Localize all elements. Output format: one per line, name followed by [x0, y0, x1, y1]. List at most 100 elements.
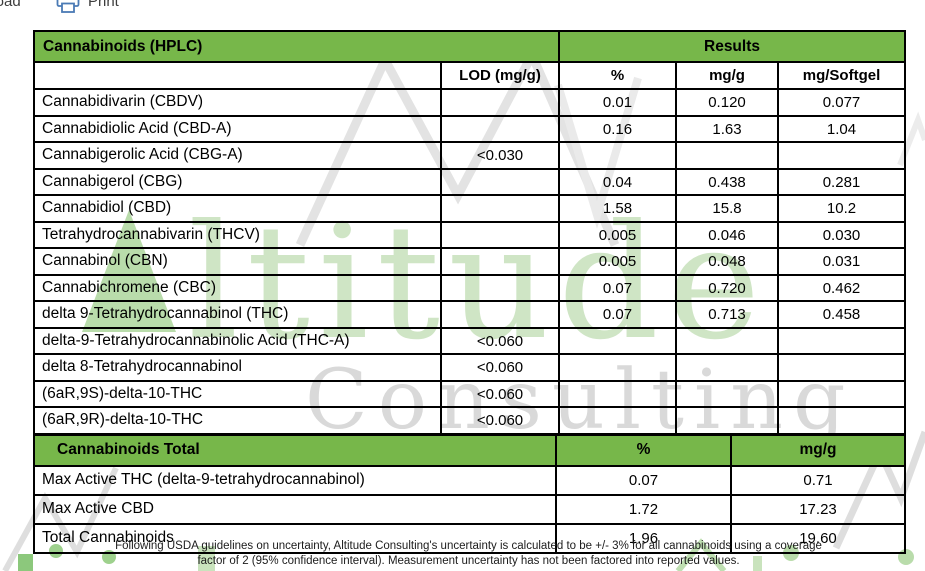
mgsoftgel-value: 0.030	[777, 220, 906, 249]
watermark-fragment	[753, 556, 762, 571]
table-row: Cannabichromene (CBC) 0.07 0.720 0.462	[33, 273, 906, 302]
pct-value: 1.58	[558, 194, 677, 223]
watermark-dot-icon	[898, 549, 914, 565]
cannabinoids-total-table: Cannabinoids Total % mg/g Max Active THC…	[33, 433, 906, 554]
pct-value	[558, 379, 677, 408]
table-row: delta 8-Tetrahydrocannabinol <0.060	[33, 353, 906, 382]
mgsoftgel-value: 0.462	[777, 273, 906, 302]
mgsoftgel-value: 0.031	[777, 247, 906, 276]
mgg-value	[675, 326, 779, 355]
mgg-value: 0.720	[675, 273, 779, 302]
col-header-mgg: mg/g	[675, 61, 779, 90]
mgsoftgel-value: 0.458	[777, 300, 906, 329]
pct-value	[558, 406, 677, 435]
lod-value	[440, 88, 560, 117]
cannabinoids-table-body: Cannabidivarin (CBDV) 0.01 0.120 0.077 C…	[33, 88, 906, 435]
viewer-toolbar: Download Print	[0, 0, 925, 15]
pct-value	[558, 326, 677, 355]
download-button[interactable]: Download	[0, 0, 21, 10]
pct-value: 0.01	[558, 88, 677, 117]
table-row: Cannabigerolic Acid (CBG-A) <0.030	[33, 141, 906, 170]
mgg-value	[675, 406, 779, 435]
mgg-value	[675, 353, 779, 382]
analyte-name: delta 9-Tetrahydrocannabinol (THC)	[33, 300, 442, 329]
total-col-header-mgg: mg/g	[730, 433, 906, 467]
total-name: Max Active THC (delta-9-tetrahydrocannab…	[33, 464, 557, 496]
col-header-analyte	[33, 61, 442, 90]
total-pct-value: 1.72	[555, 493, 732, 525]
analyte-name: delta 8-Tetrahydrocannabinol	[33, 353, 442, 382]
pct-value: 0.16	[558, 114, 677, 143]
mgg-value: 0.438	[675, 167, 779, 196]
pct-value: 0.07	[558, 273, 677, 302]
total-pct-value: 1.96	[555, 522, 732, 554]
lod-value	[440, 247, 560, 276]
table-row: delta 9-Tetrahydrocannabinol (THC) 0.07 …	[33, 300, 906, 329]
watermark-mountain-icon	[897, 111, 925, 167]
mgg-value	[675, 141, 779, 170]
lod-value	[440, 167, 560, 196]
total-mgg-value: 19.60	[730, 522, 906, 554]
col-header-mgsoftgel: mg/Softgel	[777, 61, 906, 90]
footnote-line-1: Following USDA guidelines on uncertainty…	[115, 540, 822, 552]
total-mgg-value: 17.23	[730, 493, 906, 525]
table-row: (6aR,9R)-delta-10-THC <0.060	[33, 406, 906, 435]
mgsoftgel-value	[777, 406, 906, 435]
mgsoftgel-value	[777, 326, 906, 355]
mgsoftgel-value	[777, 379, 906, 408]
analyte-name: Cannabidiolic Acid (CBD-A)	[33, 114, 442, 143]
table-row: Tetrahydrocannabivarin (THCV) 0.005 0.04…	[33, 220, 906, 249]
mgg-value: 0.120	[675, 88, 779, 117]
analyte-name: Cannabinol (CBN)	[33, 247, 442, 276]
column-header-row: LOD (mg/g) % mg/g mg/Softgel	[33, 61, 906, 90]
col-header-pct: %	[558, 61, 677, 90]
analyte-name: Cannabigerolic Acid (CBG-A)	[33, 141, 442, 170]
analyte-name: Cannabidivarin (CBDV)	[33, 88, 442, 117]
printer-icon[interactable]	[56, 0, 80, 14]
results-header: Results	[558, 30, 906, 63]
lod-value	[440, 194, 560, 223]
mgsoftgel-value: 1.04	[777, 114, 906, 143]
pct-value: 0.005	[558, 220, 677, 249]
analyte-name: Cannabigerol (CBG)	[33, 167, 442, 196]
total-col-header-pct: %	[555, 433, 732, 467]
lod-value: <0.030	[440, 141, 560, 170]
mgsoftgel-value: 10.2	[777, 194, 906, 223]
mgsoftgel-value	[777, 141, 906, 170]
analyte-name: (6aR,9R)-delta-10-THC	[33, 406, 442, 435]
table-row: (6aR,9S)-delta-10-THC <0.060	[33, 379, 906, 408]
total-pct-value: 0.07	[555, 464, 732, 496]
table-row: Cannabidivarin (CBDV) 0.01 0.120 0.077	[33, 88, 906, 117]
section1-header-row: Cannabinoids (HPLC) Results	[33, 30, 906, 63]
totals-table-body: Max Active THC (delta-9-tetrahydrocannab…	[33, 464, 906, 554]
lod-value: <0.060	[440, 379, 560, 408]
table-row: Cannabidiol (CBD) 1.58 15.8 10.2	[33, 194, 906, 223]
total-row: Total Cannabinoids 1.96 19.60	[33, 522, 906, 554]
mgg-value: 1.63	[675, 114, 779, 143]
lod-value: <0.060	[440, 353, 560, 382]
lab-report: Cannabinoids (HPLC) Results LOD (mg/g) %…	[33, 30, 906, 554]
pct-value: 0.07	[558, 300, 677, 329]
analyte-name: Cannabichromene (CBC)	[33, 273, 442, 302]
lod-value	[440, 220, 560, 249]
watermark-dot-icon	[102, 550, 116, 564]
table-row: Cannabigerol (CBG) 0.04 0.438 0.281	[33, 167, 906, 196]
cannabinoids-table: Cannabinoids (HPLC) Results LOD (mg/g) %…	[33, 30, 906, 435]
lod-value	[440, 273, 560, 302]
total-row: Max Active THC (delta-9-tetrahydrocannab…	[33, 464, 906, 496]
col-header-lod: LOD (mg/g)	[440, 61, 560, 90]
mgg-value	[675, 379, 779, 408]
table-row: delta-9-Tetrahydrocannabinolic Acid (THC…	[33, 326, 906, 355]
mgsoftgel-value: 0.281	[777, 167, 906, 196]
total-row: Max Active CBD 1.72 17.23	[33, 493, 906, 525]
mgg-value: 15.8	[675, 194, 779, 223]
pct-value	[558, 353, 677, 382]
analyte-name: Cannabidiol (CBD)	[33, 194, 442, 223]
pct-value: 0.04	[558, 167, 677, 196]
lod-value	[440, 300, 560, 329]
section1-title: Cannabinoids (HPLC)	[33, 30, 560, 63]
pct-value: 0.005	[558, 247, 677, 276]
mgsoftgel-value	[777, 353, 906, 382]
print-button[interactable]: Print	[88, 0, 119, 10]
lod-value	[440, 114, 560, 143]
